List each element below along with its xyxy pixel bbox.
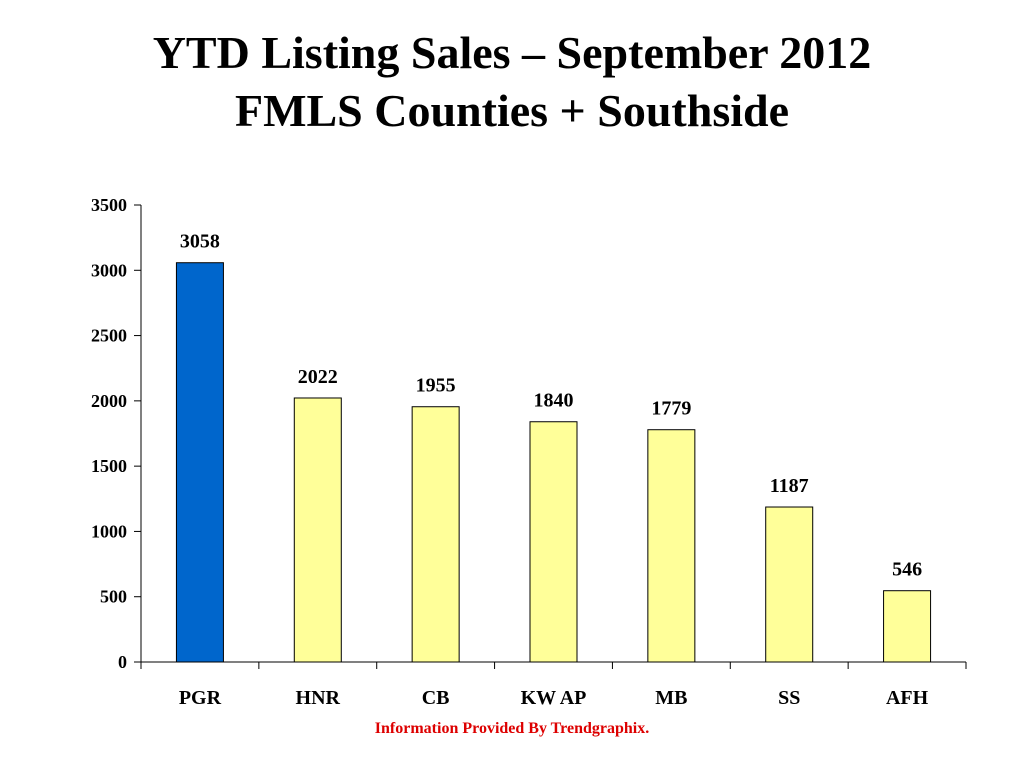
- data-label: 2022: [298, 366, 338, 388]
- bar-mb: [647, 429, 696, 663]
- y-tick-label: 1500: [91, 456, 127, 476]
- x-tick-label: HNR: [296, 687, 341, 709]
- x-tick-label: SS: [778, 687, 800, 709]
- data-label: 1779: [651, 398, 691, 420]
- bars: [175, 262, 932, 663]
- y-tick-label: 3500: [91, 195, 127, 215]
- bar-hnr: [293, 397, 342, 663]
- data-label: 546: [892, 559, 922, 581]
- bar-cb: [411, 406, 460, 663]
- bar-kw-ap: [529, 421, 578, 663]
- y-tick-label: 2500: [91, 326, 127, 346]
- x-tick-label: AFH: [886, 687, 929, 709]
- x-axis: PGR HNR CB KW AP MB SS AFH: [140, 661, 967, 709]
- y-tick-label: 0: [118, 652, 127, 672]
- data-labels: 3058 2022 1955 1840 1779 1187 546: [180, 231, 922, 581]
- y-tick-label: 3000: [91, 260, 127, 280]
- data-label: 3058: [180, 231, 220, 253]
- bar-afh: [883, 590, 932, 663]
- chart-title-block: YTD Listing Sales – September 2012 FMLS …: [0, 24, 1024, 140]
- y-tick-label: 1000: [91, 521, 127, 541]
- y-tick-label: 500: [100, 587, 127, 607]
- chart-subtitle: FMLS Counties + Southside: [234, 85, 790, 136]
- data-label: 1187: [770, 475, 809, 497]
- x-tick-label: KW AP: [521, 687, 587, 709]
- chart-title: YTD Listing Sales – September 2012: [152, 27, 872, 78]
- bar-ss: [765, 506, 814, 663]
- x-tick-label: PGR: [179, 687, 222, 709]
- bar-pgr: [175, 262, 224, 663]
- x-tick-label: CB: [422, 687, 450, 709]
- y-axis: 0 500 1000 1500 2000 2500 3000 3500: [91, 195, 142, 672]
- source-credit: Information Provided By Trendgraphix.: [374, 720, 650, 737]
- x-tick-label: MB: [655, 687, 687, 709]
- data-label: 1840: [534, 390, 574, 412]
- y-tick-label: 2000: [91, 391, 127, 411]
- data-label: 1955: [416, 375, 456, 397]
